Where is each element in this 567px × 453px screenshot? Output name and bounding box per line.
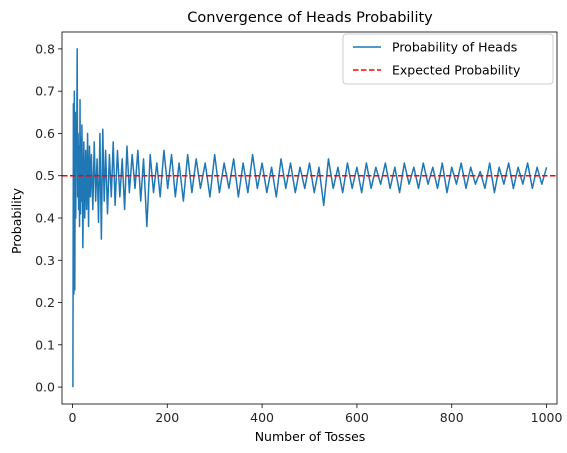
y-tick-label: 0.4 — [35, 211, 55, 226]
x-axis-label: Number of Tosses — [255, 429, 366, 444]
series-probability-of-heads-line — [72, 48, 548, 388]
y-tick-label: 0.8 — [35, 41, 55, 56]
y-tick-label: 0.6 — [35, 126, 55, 141]
chart-title: Convergence of Heads Probability — [187, 10, 433, 26]
axes: 0 200 400 600 800 1000 0.0 0.1 0.2 0.3 0.4 0.5 0.6 0.… — [35, 31, 563, 425]
y-tick-label: 0.3 — [35, 253, 55, 268]
y-tick-label: 0.2 — [35, 295, 55, 310]
legend-label-expected-probability: Expected Probability — [392, 63, 521, 78]
x-tick-label: 400 — [250, 410, 274, 425]
x-tick-label: 600 — [345, 410, 369, 425]
y-axis-label: Probability — [9, 187, 24, 254]
y-tick-label: 0.1 — [35, 337, 55, 352]
x-tick-label: 1000 — [531, 410, 563, 425]
x-tick-label: 0 — [68, 410, 76, 425]
legend: Probability of Heads Expected Probabilit… — [342, 33, 554, 85]
legend-label-probability-of-heads: Probability of Heads — [392, 40, 517, 55]
y-tick-label: 0.0 — [35, 380, 55, 395]
y-tick-label: 0.5 — [35, 168, 55, 183]
x-tick-label: 200 — [155, 410, 179, 425]
legend-frame — [342, 33, 554, 85]
x-tick-label: 800 — [440, 410, 464, 425]
plot-frame — [61, 31, 558, 405]
y-tick-label: 0.7 — [35, 84, 55, 99]
plot-area — [62, 48, 557, 388]
